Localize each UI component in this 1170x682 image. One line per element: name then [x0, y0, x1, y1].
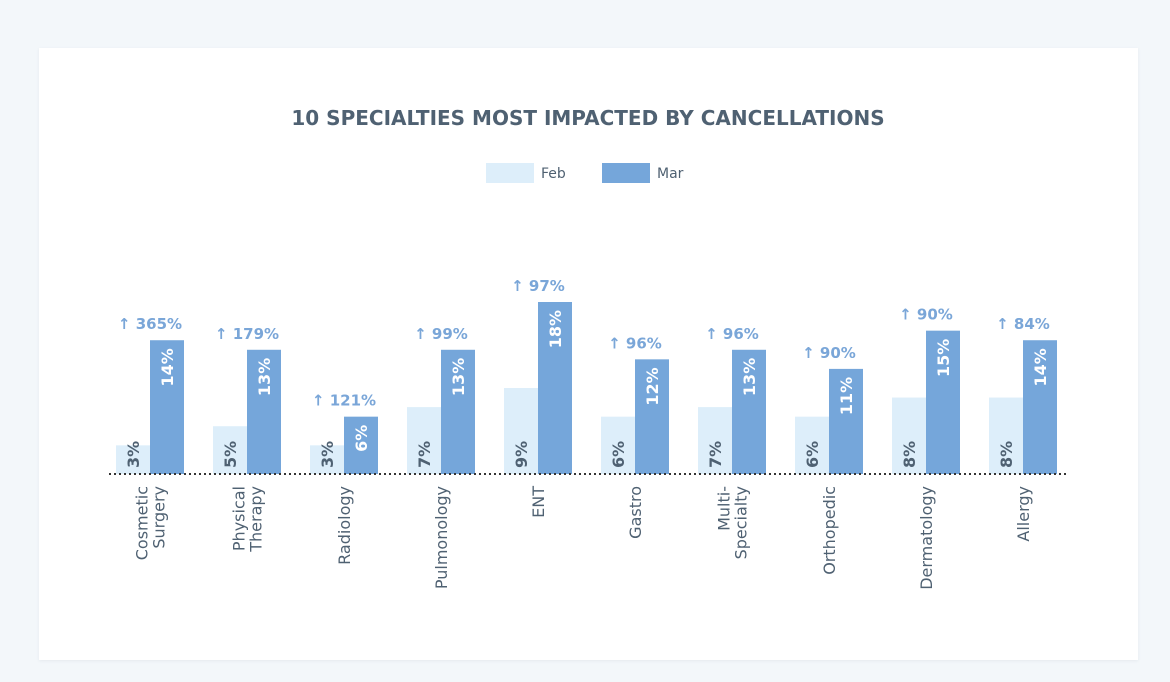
bar-label-feb: 8%: [997, 441, 1016, 468]
bar-mar: [926, 330, 960, 474]
bar-label-feb: 7%: [415, 441, 434, 468]
bar-label-feb: 6%: [609, 441, 628, 468]
bar-feb: [698, 407, 732, 474]
chart-card: 10 SPECIALTIES MOST IMPACTED BY CANCELLA…: [39, 48, 1138, 660]
chart-title: 10 SPECIALTIES MOST IMPACTED BY CANCELLA…: [291, 106, 884, 130]
bar-mar: [344, 416, 378, 474]
bar-chart: 10 SPECIALTIES MOST IMPACTED BY CANCELLA…: [109, 106, 1069, 590]
bar-label-feb: 3%: [318, 441, 337, 468]
change-annotation: ↑ 121%: [312, 392, 376, 410]
bar-label-feb: 8%: [900, 441, 919, 468]
bar-mar: [1023, 340, 1057, 474]
bar-label-feb: 5%: [221, 441, 240, 468]
bar-label-feb: 3%: [124, 441, 143, 468]
bars-group: 3% 14% ↑ 365% 5% 13% ↑ 179% 3% 6% ↑ 121% 7% 13% ↑ 9…: [116, 277, 1057, 474]
change-annotation: ↑ 97%: [511, 277, 565, 295]
change-annotation: ↑ 84%: [996, 315, 1050, 333]
bar-label-feb: 6%: [803, 441, 822, 468]
change-annotation: ↑ 90%: [802, 344, 856, 362]
bar-feb: [213, 426, 247, 474]
change-annotation: ↑ 365%: [118, 315, 182, 333]
category-label: Pulmonology: [432, 486, 451, 589]
bar-mar: [635, 359, 669, 474]
category-label: ENT: [529, 486, 548, 518]
bar-mar: [538, 302, 572, 474]
bar-mar: [829, 368, 863, 474]
bar-label-feb: 9%: [512, 441, 531, 468]
category-label: Dermatology: [917, 486, 936, 590]
bar-feb: [504, 388, 538, 474]
bar-label-mar: 15%: [934, 339, 953, 377]
bar-mar: [441, 349, 475, 474]
legend: Feb Mar: [486, 163, 684, 183]
bar-mar: [247, 349, 281, 474]
category-label: Cosmetic: [133, 486, 152, 560]
bar-feb: [601, 416, 635, 474]
bar-feb: [407, 407, 441, 474]
category-label: Specialty: [732, 486, 751, 559]
bar-label-mar: 13%: [449, 358, 468, 396]
category-label: Allergy: [1014, 486, 1033, 542]
bar-label-mar: 13%: [255, 358, 274, 396]
category-label: Gastro: [626, 486, 645, 539]
change-annotation: ↑ 90%: [899, 306, 953, 324]
legend-swatch-mar: [602, 163, 650, 183]
change-annotation: ↑ 179%: [215, 325, 279, 343]
bar-feb: [989, 397, 1023, 474]
bar-feb: [310, 445, 344, 474]
bar-label-mar: 13%: [740, 358, 759, 396]
change-annotation: ↑ 96%: [705, 325, 759, 343]
bar-label-mar: 14%: [1031, 348, 1050, 386]
bar-label-mar: 12%: [643, 367, 662, 405]
bar-mar: [150, 340, 184, 474]
category-label: Radiology: [335, 486, 354, 565]
change-annotation: ↑ 96%: [608, 334, 662, 352]
bar-mar: [732, 349, 766, 474]
category-label: Multi-: [715, 486, 734, 531]
category-label: Surgery: [150, 486, 169, 549]
bar-feb: [116, 445, 150, 474]
bar-label-feb: 7%: [706, 441, 725, 468]
legend-swatch-feb: [486, 163, 534, 183]
legend-label-mar: Mar: [657, 166, 684, 182]
category-label: Orthopedic: [820, 486, 839, 575]
bar-label-mar: 14%: [158, 348, 177, 386]
bar-label-mar: 6%: [352, 425, 371, 452]
category-label: Physical: [230, 486, 249, 551]
change-annotation: ↑ 99%: [414, 325, 468, 343]
bar-label-mar: 11%: [837, 377, 856, 415]
bar-label-mar: 18%: [546, 310, 565, 348]
bar-feb: [892, 397, 926, 474]
legend-label-feb: Feb: [541, 166, 566, 182]
bar-feb: [795, 416, 829, 474]
category-label: Therapy: [247, 486, 266, 553]
